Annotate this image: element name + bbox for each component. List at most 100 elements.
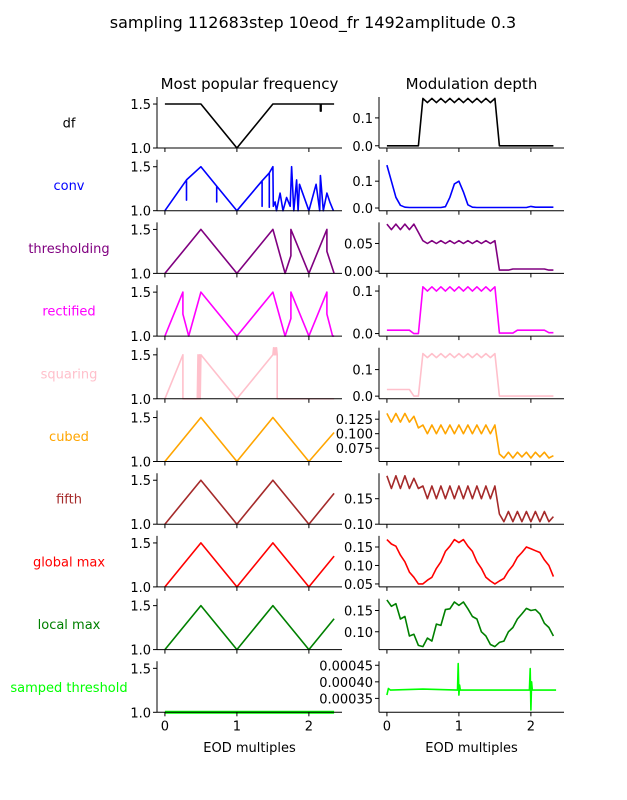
frequency-axes: 1.0 1.5 — [130, 346, 342, 408]
y-tick-label: 0.1 — [352, 175, 373, 190]
y-tick-label: 0.0 — [352, 140, 373, 155]
y-tick-label: 1.5 — [130, 349, 151, 364]
y-tick-label: 1.0 — [130, 456, 151, 471]
y-tick-label: 0.15 — [344, 605, 373, 620]
x-axis-label-right: EOD multiples — [425, 741, 518, 756]
modulation-axes: 0.0 0.1 — [352, 285, 564, 343]
y-tick-label: 0.15 — [344, 541, 373, 556]
frequency-axes: 1.0 1.5 — [130, 285, 342, 345]
y-tick-label: 1.5 — [130, 662, 151, 677]
series-line-squaring — [386, 352, 554, 397]
y-tick-label: 0.125 — [336, 413, 373, 428]
y-tick-label: 0.15 — [344, 493, 373, 508]
x-tick-label: 2 — [527, 719, 535, 734]
y-tick-label: 1.5 — [130, 98, 151, 113]
y-tick-label: 0.00035 — [319, 692, 373, 707]
y-tick-label: 0.1 — [352, 285, 373, 300]
x-axis-label-left: EOD multiples — [203, 741, 296, 756]
modulation-axes: 0.0 0.1 — [352, 159, 564, 217]
series-line-df — [386, 97, 554, 147]
y-tick-label: 1.5 — [130, 161, 151, 176]
y-tick-label: 0.075 — [336, 442, 373, 457]
modulation-axes: 0.10 0.15 — [344, 598, 564, 654]
series-line-conv — [386, 164, 554, 209]
y-tick-label: 1.0 — [130, 644, 151, 659]
frequency-axes: 1.0 1.5 — [130, 598, 342, 659]
row-global-max: global max 1.0 1.5 0.05 0.10 0.15 — [33, 535, 564, 596]
frequency-axes: 1.0 1.5 — [130, 535, 342, 596]
modulation-axes: 0.10 0.15 — [344, 473, 564, 533]
y-tick-label: 1.0 — [130, 581, 151, 596]
frequency-axes: 1.0 1.5 — [130, 410, 342, 471]
y-tick-label: 0.05 — [344, 578, 373, 593]
y-tick-label: 0.00 — [344, 265, 373, 280]
column-title-frequency: Most popular frequency — [161, 75, 339, 93]
row-df: df 1.0 1.5 0.0 0.1 — [63, 97, 564, 157]
frequency-axes: 1.0 1.5 — [130, 222, 342, 282]
y-tick-label: 1.0 — [130, 267, 151, 282]
x-tick-label: 2 — [305, 719, 313, 734]
x-tick-label: 0 — [161, 719, 169, 734]
series-line-conv — [164, 165, 335, 212]
row-label: conv — [53, 179, 84, 194]
y-tick-label: 0.10 — [344, 559, 373, 574]
y-tick-label: 0.0 — [352, 390, 373, 405]
y-tick-label: 0.100 — [336, 428, 373, 443]
x-tick-label: 1 — [455, 719, 463, 734]
row-fifth: fifth 1.0 1.5 0.10 0.15 — [56, 473, 564, 533]
row-label: df — [63, 117, 76, 132]
row-thresholding: thresholding 1.0 1.5 0.00 0.05 — [28, 222, 564, 282]
row-label: samped threshold — [10, 681, 127, 696]
y-tick-label: 1.5 — [130, 474, 151, 489]
series-line-thresholding — [164, 228, 335, 275]
series-line-fifth — [386, 474, 554, 523]
y-tick-label: 1.0 — [130, 205, 151, 220]
y-tick-label: 1.0 — [130, 330, 151, 345]
row-rectified: rectified 1.0 1.5 0.0 0.1 — [42, 285, 564, 345]
y-tick-label: 0.1 — [352, 364, 373, 379]
series-line-df — [164, 103, 335, 149]
modulation-axes: 0.0 0.1 — [352, 347, 564, 405]
series-line-samped-threshold — [386, 662, 557, 711]
y-tick-label: 1.0 — [130, 393, 151, 408]
frequency-axes: 1.0 1.5 — [130, 473, 342, 533]
x-tick-label: 0 — [383, 719, 391, 734]
row-label: local max — [38, 618, 101, 633]
row-squaring: squaring 1.0 1.5 0.0 0.1 — [41, 346, 564, 408]
series-line-thresholding — [386, 223, 554, 271]
y-tick-label: 0.1 — [352, 112, 373, 127]
series-line-fifth — [164, 479, 335, 526]
modulation-axes: 0.05 0.10 0.15 — [344, 535, 564, 593]
y-tick-label: 0.05 — [344, 237, 373, 252]
y-tick-label: 1.0 — [130, 706, 151, 721]
y-tick-label: 1.0 — [130, 142, 151, 157]
series-line-cubed — [164, 416, 335, 463]
row-label: thresholding — [28, 242, 109, 257]
row-local-max: local max 1.0 1.5 0.10 0.15 — [38, 598, 564, 659]
y-tick-label: 1.5 — [130, 537, 151, 552]
y-tick-label: 1.5 — [130, 286, 151, 301]
modulation-axes: 0.00 0.05 — [344, 222, 564, 280]
figure-title: sampling 112683step 10eod_fr 1492amplitu… — [110, 13, 516, 33]
row-conv: conv 1.0 1.5 0.0 0.1 — [53, 159, 564, 220]
y-tick-label: 1.0 — [130, 518, 151, 533]
y-tick-label: 1.5 — [130, 412, 151, 427]
series-line-global-max — [164, 542, 335, 588]
row-label: fifth — [56, 493, 82, 508]
y-tick-label: 0.00040 — [319, 676, 373, 691]
frequency-axes: 1.0 1.5 — [130, 159, 342, 220]
y-tick-label: 0.0 — [352, 328, 373, 343]
frequency-axes: 1.0 1.5 — [130, 97, 342, 157]
row-label: rectified — [42, 305, 95, 320]
series-line-squaring — [164, 346, 335, 400]
y-tick-label: 0.10 — [344, 518, 373, 533]
y-tick-label: 0.0 — [352, 202, 373, 217]
series-line-rectified — [164, 291, 335, 337]
frequency-axes: 0 1 2 1.0 1.5 — [130, 661, 342, 734]
series-line-local-max — [164, 604, 335, 651]
series-line-global-max — [386, 538, 555, 585]
